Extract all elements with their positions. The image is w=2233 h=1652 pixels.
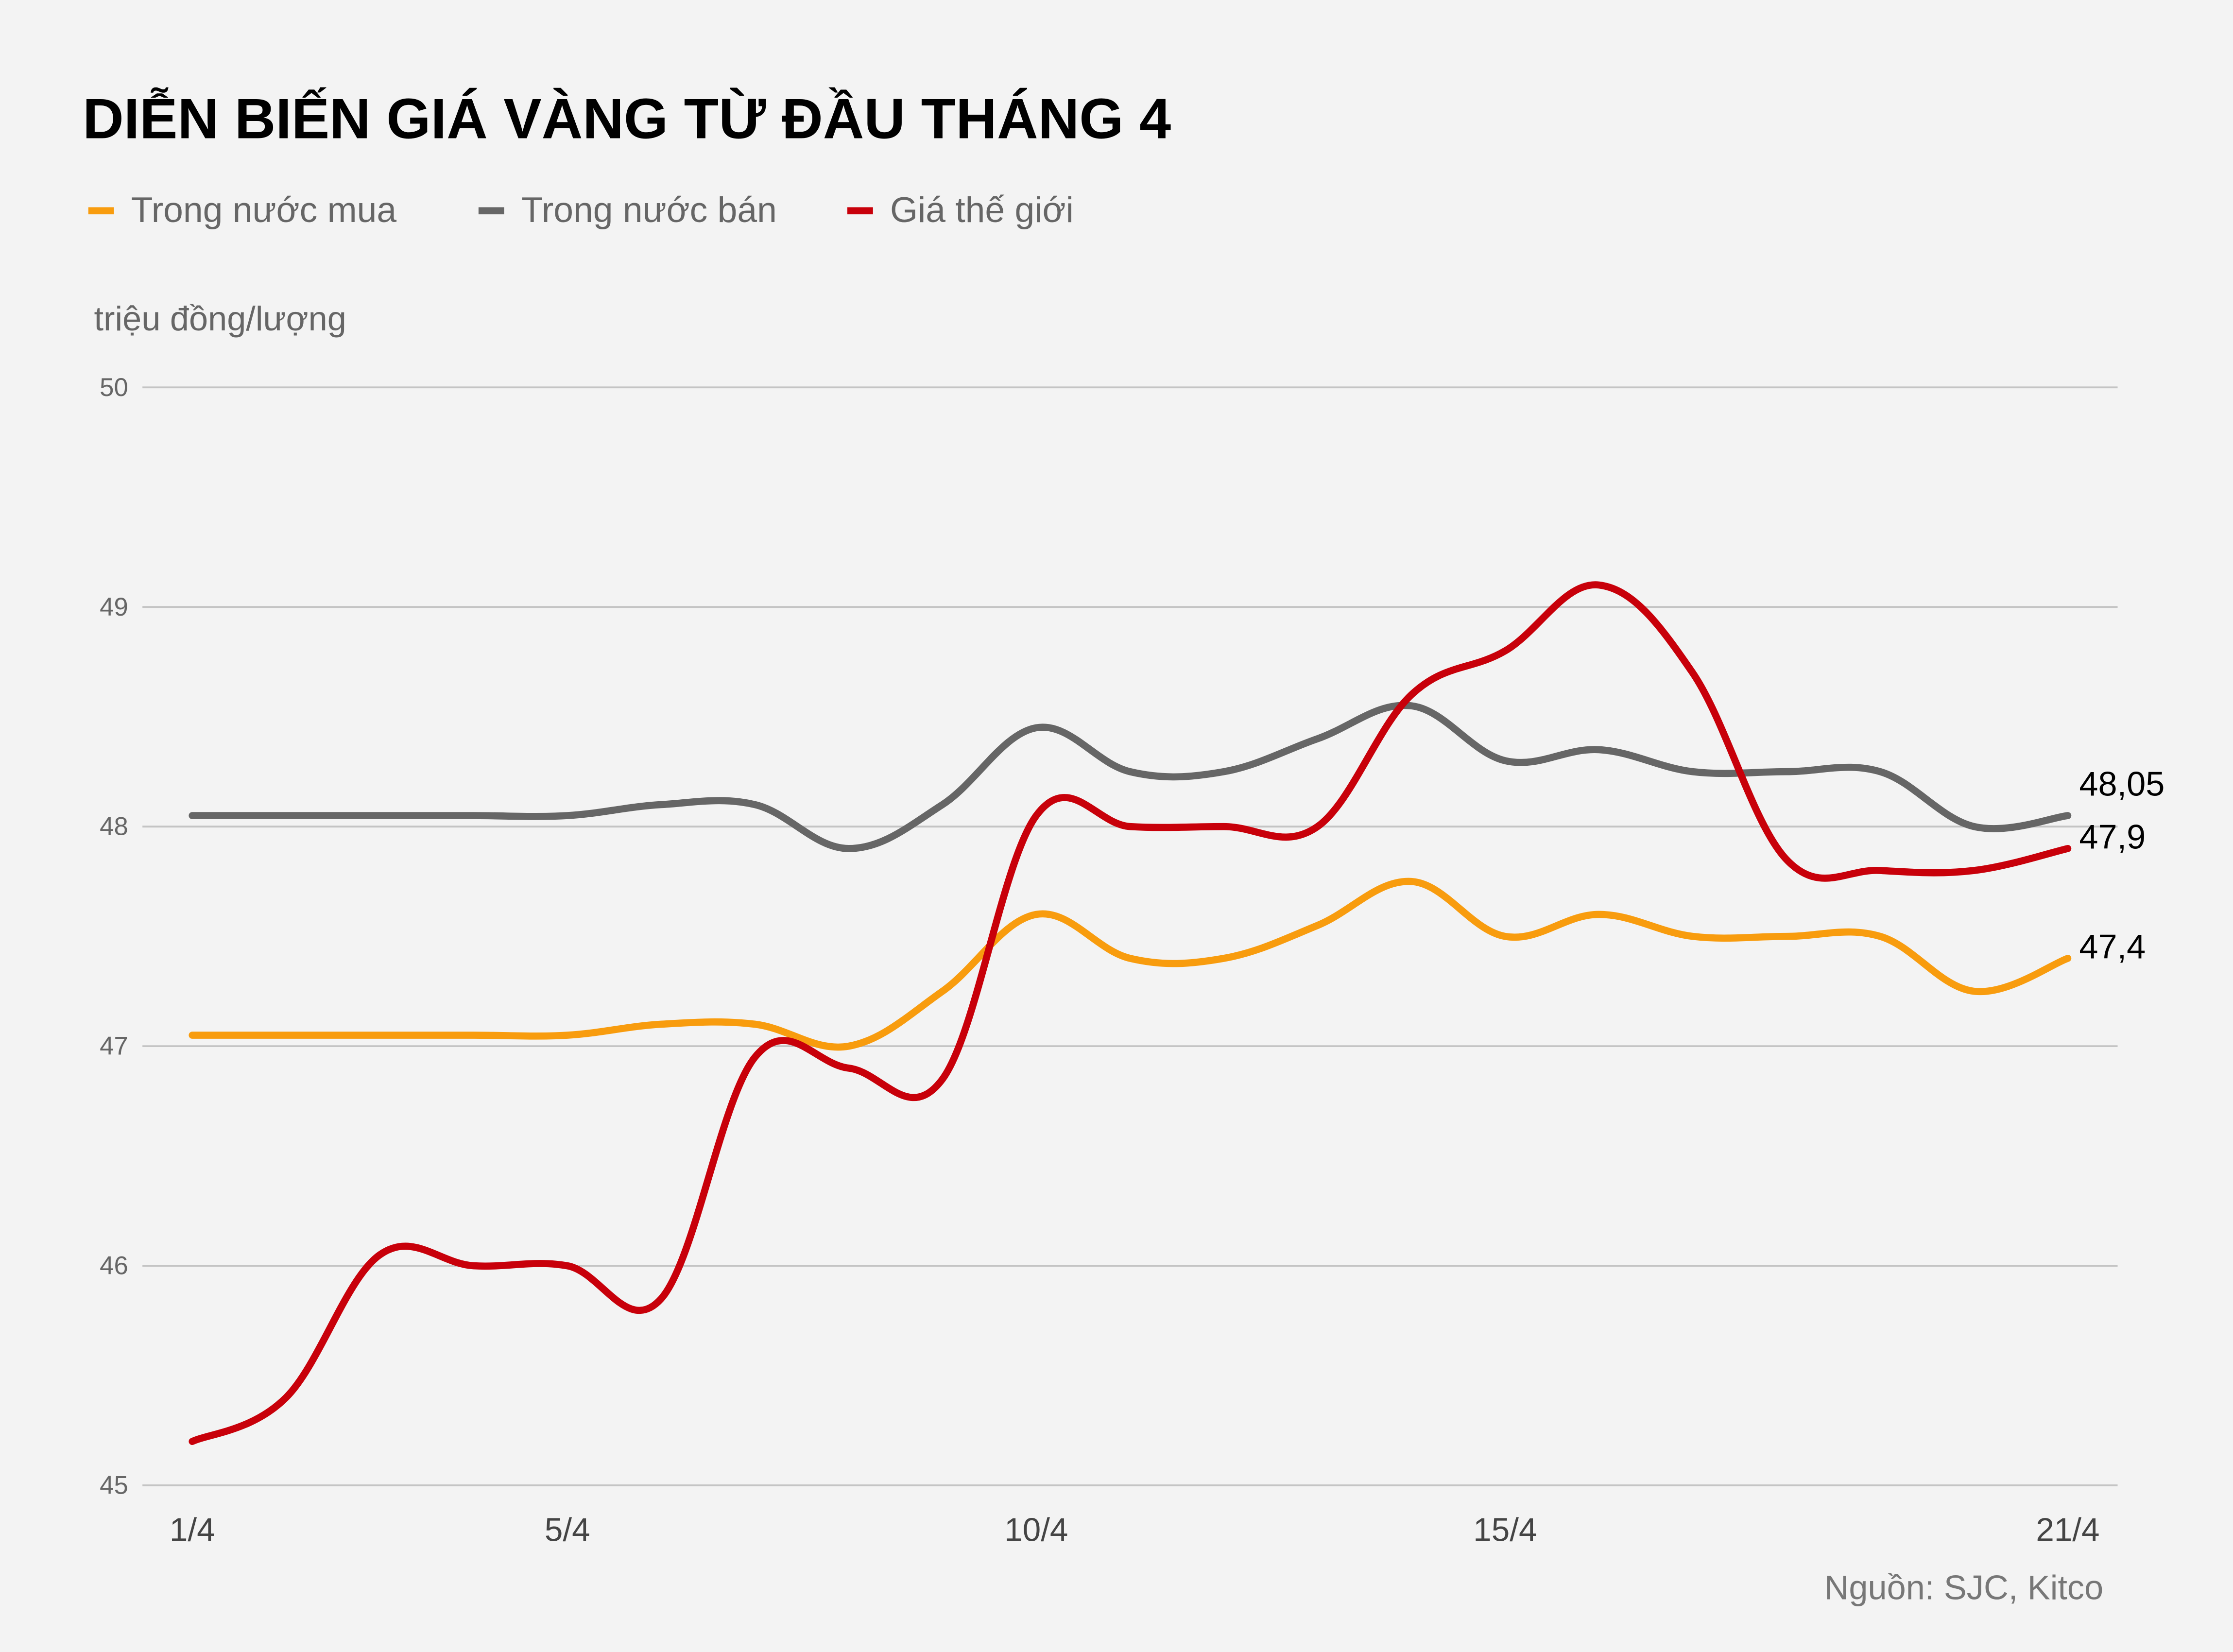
x-tick-label: 1/4 [170,1512,215,1548]
series-line-2 [189,702,2072,852]
y-tick-label: 45 [100,1471,128,1500]
x-tick-label: 10/4 [1004,1512,1068,1548]
legend-label: Trong nước mua [131,190,397,230]
end-labels: 47,4 48,05 47,9 [2079,765,2164,966]
series-line-1 [189,878,2072,1051]
legend: Trong nước mua Trong nước bán Giá thế giới [88,190,1074,230]
end-value-label: 48,05 [2079,765,2164,803]
end-value-label: 47,9 [2079,817,2146,856]
y-tick-label: 47 [100,1032,128,1061]
y-axis-label: triệu đồng/lượng [94,299,346,338]
series-line-3 [189,581,2072,1446]
x-tick-label: 5/4 [545,1512,590,1548]
y-tick-label: 46 [100,1252,128,1280]
y-axis-ticks: 45 46 47 48 49 50 [100,373,128,1500]
source-note: Nguồn: SJC, Kitco [1824,1568,2104,1607]
x-axis-ticks: 1/4 5/4 10/4 15/4 21/4 [170,1512,2100,1548]
end-value-label: 47,4 [2079,927,2146,965]
y-tick-label: 48 [100,812,128,841]
x-tick-label: 21/4 [2036,1512,2099,1548]
chart-title: DIỄN BIẾN GIÁ VÀNG TỪ ĐẦU THÁNG 4 [83,86,1171,150]
y-tick-label: 49 [100,593,128,621]
series-lines [189,581,2072,1446]
gridlines [142,386,2118,1486]
x-tick-label: 15/4 [1473,1512,1537,1548]
legend-label: Trong nước bán [521,190,777,230]
legend-label: Giá thế giới [890,190,1074,230]
y-tick-label: 50 [100,373,128,402]
